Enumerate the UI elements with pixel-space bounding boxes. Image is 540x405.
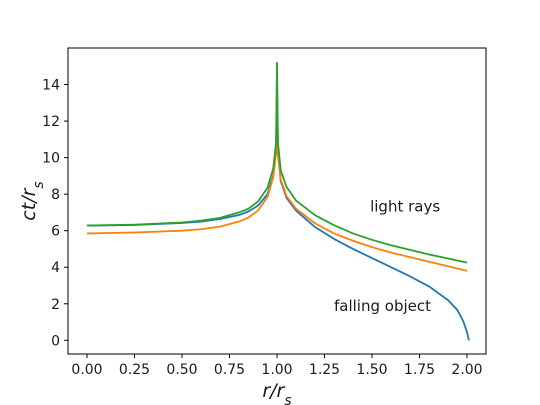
x-tick-label: 0.50: [166, 362, 197, 378]
y-tick-label: 2: [51, 297, 60, 313]
x-tick-label: 0.75: [214, 362, 245, 378]
y-tick-label: 10: [42, 151, 60, 167]
annotation-layer: light rays falling object: [334, 198, 440, 316]
y-tick-label: 6: [51, 224, 60, 240]
y-tick-label: 4: [51, 260, 60, 276]
x-tick-label: 1.50: [356, 362, 387, 378]
y-axis-label: ct/rs: [18, 181, 47, 220]
x-tick-label: 1.25: [309, 362, 340, 378]
x-tick-label: 1.75: [404, 362, 435, 378]
series-line-2: [86, 74, 468, 272]
x-tick-label: 2.00: [451, 362, 482, 378]
series-layer: [86, 61, 470, 341]
annotation-label: light rays: [370, 198, 440, 216]
y-tick-label: 0: [51, 333, 60, 349]
annotation-label: falling object: [334, 297, 431, 315]
series-line-3: [86, 61, 468, 264]
x-tick-label: 0.00: [71, 362, 102, 378]
y-tick-label: 12: [42, 114, 60, 130]
y-tick-label: 8: [51, 187, 60, 203]
y-tick-label: 14: [42, 78, 60, 94]
tick-layer: 0.00 0.25 0.50 0.75 1.00 1.25 1.50 1.75 2.00 0 2 4 6…: [42, 78, 482, 378]
x-tick-label: 0.25: [119, 362, 150, 378]
x-tick-label: 1.00: [261, 362, 292, 378]
x-axis-label: r/rs: [262, 380, 291, 405]
